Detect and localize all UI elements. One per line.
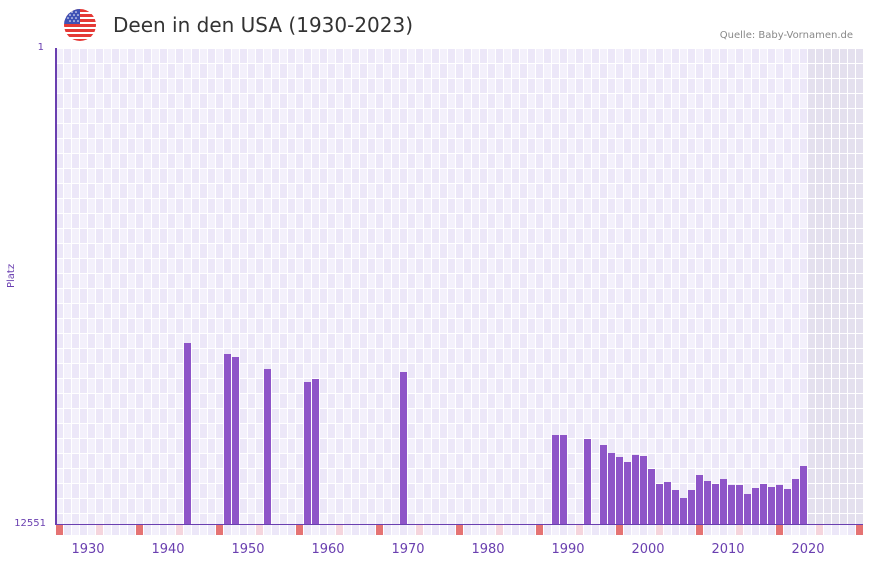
x-tick-2000: 2000 (631, 542, 665, 557)
bar-2018[interactable] (776, 484, 783, 524)
x-tick-1970: 1970 (391, 542, 425, 557)
bar-2016[interactable] (760, 483, 767, 524)
bar-2007[interactable] (688, 489, 695, 524)
bar-1998[interactable] (616, 456, 623, 524)
x-axis-line (55, 524, 863, 525)
x-tick-1980: 1980 (471, 542, 505, 557)
plot-area (55, 48, 863, 535)
bar-1944[interactable] (184, 342, 191, 524)
chart-title: Deen in den USA (1930-2023) (113, 13, 414, 37)
bar-2003[interactable] (656, 483, 663, 524)
x-tick-2010: 2010 (711, 542, 745, 557)
bar-1990[interactable] (552, 434, 559, 524)
bar-1996[interactable] (600, 444, 607, 524)
bar-1994[interactable] (584, 438, 591, 524)
bar-2019[interactable] (784, 488, 791, 524)
y-tick-top: 1 (37, 42, 44, 53)
grid-background (56, 49, 863, 535)
bar-1960[interactable] (312, 378, 319, 524)
bar-2020[interactable] (792, 478, 799, 524)
bar-2000[interactable] (632, 454, 639, 524)
y-axis-line (55, 48, 57, 525)
bar-2021[interactable] (800, 465, 807, 524)
bar-2013[interactable] (736, 484, 743, 524)
us-flag-icon (64, 9, 96, 41)
y-axis-label: Platz (6, 263, 17, 288)
bar-2006[interactable] (680, 497, 687, 524)
x-tick-1950: 1950 (231, 542, 265, 557)
bar-1959[interactable] (304, 381, 311, 524)
x-tick-1940: 1940 (151, 542, 185, 557)
y-tick-bottom: 12551 (14, 518, 46, 529)
x-tick-1930: 1930 (71, 542, 105, 557)
bar-2010[interactable] (712, 483, 719, 524)
bar-2005[interactable] (672, 489, 679, 524)
bar-1991[interactable] (560, 434, 567, 524)
bar-1999[interactable] (624, 461, 631, 524)
bar-2009[interactable] (704, 480, 711, 524)
bar-1971[interactable] (400, 371, 407, 524)
x-tick-1960: 1960 (311, 542, 345, 557)
bar-2001[interactable] (640, 455, 647, 524)
bar-1997[interactable] (608, 452, 615, 524)
source-credit: Quelle: Baby-Vornamen.de (719, 30, 853, 41)
bar-2008[interactable] (696, 474, 703, 524)
x-tick-1990: 1990 (551, 542, 585, 557)
bar-1949[interactable] (224, 353, 231, 524)
bar-1954[interactable] (264, 368, 271, 524)
bar-2017[interactable] (768, 486, 775, 524)
bar-2004[interactable] (664, 481, 671, 524)
x-tick-2020: 2020 (791, 542, 825, 557)
bar-2015[interactable] (752, 487, 759, 524)
bar-2012[interactable] (728, 484, 735, 524)
bar-1950[interactable] (232, 356, 239, 524)
bar-2011[interactable] (720, 478, 727, 524)
bar-2002[interactable] (648, 468, 655, 524)
bar-2014[interactable] (744, 493, 751, 524)
